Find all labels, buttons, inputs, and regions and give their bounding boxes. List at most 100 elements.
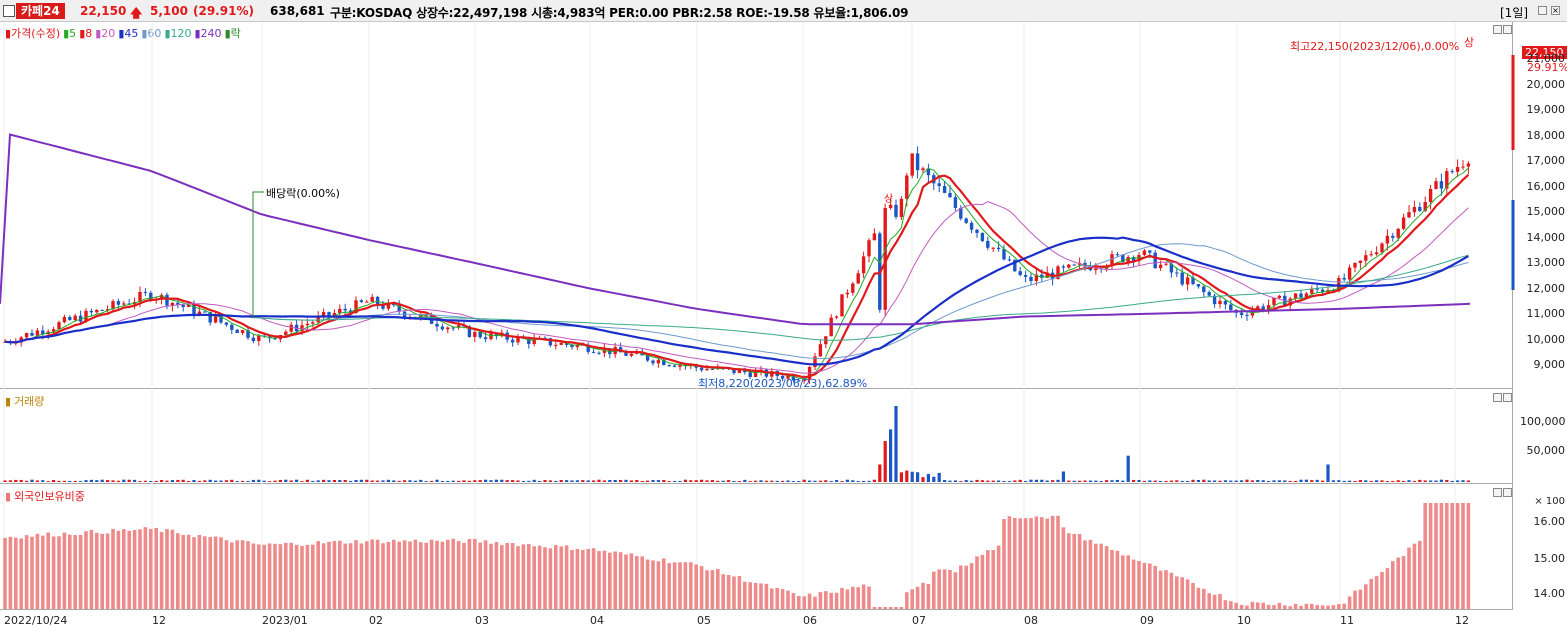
foreign-ratio-bar <box>905 592 909 609</box>
foreign-ratio-bar <box>727 575 731 609</box>
foreign-ratio-bar <box>1467 503 1471 609</box>
foreign-ratio-bar <box>1342 604 1346 609</box>
candle-body <box>122 303 125 304</box>
candle-body <box>700 368 703 370</box>
foreign-ratio-bar <box>1099 544 1103 609</box>
foreign-ratio-bar <box>1056 516 1060 609</box>
foreign-ratio-bar <box>608 553 612 609</box>
foreign-ratio-bar <box>689 562 693 609</box>
foreign-ratio-bar <box>522 544 526 609</box>
volume-bar <box>138 481 141 482</box>
foreign-ratio-bar <box>883 607 887 609</box>
foreign-ratio-bar <box>1132 560 1136 609</box>
volume-bar <box>1116 480 1119 482</box>
volume-bar <box>781 481 784 482</box>
volume-bar <box>894 406 897 482</box>
foreign-ratio-bar <box>144 527 148 609</box>
volume-bar <box>905 471 908 482</box>
volume-bar <box>565 480 568 482</box>
foreign-ratio-bar <box>873 607 877 609</box>
foreign-ratio-bar <box>532 546 536 609</box>
foreign-ratio-bar <box>900 607 904 609</box>
foreign-ratio-bar <box>1364 584 1368 609</box>
volume-bar <box>68 481 71 482</box>
volume-bar <box>651 480 654 482</box>
volume-bar <box>1170 481 1173 482</box>
volume-bar <box>300 481 303 482</box>
candle-body <box>338 309 341 313</box>
foreign-ratio-bar <box>1272 605 1276 609</box>
foreign-ratio-bar <box>1288 606 1292 609</box>
foreign-ratio-bar <box>516 546 520 609</box>
volume-bar <box>1278 480 1281 482</box>
volume-bar <box>662 480 665 482</box>
volume-bar <box>495 480 498 482</box>
volume-bar <box>344 480 347 482</box>
volume-bar <box>1451 481 1454 482</box>
candle-body <box>894 205 897 217</box>
volume-bar <box>1105 480 1108 482</box>
foreign-ratio-bar <box>111 529 115 609</box>
candle-body <box>1148 251 1151 253</box>
foreign-ratio-bar <box>1429 503 1433 609</box>
candle-body <box>1181 273 1184 285</box>
foreign-ratio-bar <box>1283 605 1287 609</box>
volume-bar <box>101 480 104 482</box>
foreign-ratio-bar <box>30 537 34 609</box>
foreign-ratio-bar <box>981 555 985 609</box>
volume-bar <box>1440 480 1443 482</box>
foreign-ratio-bar <box>360 543 364 609</box>
foreign-ratio-bar <box>1445 503 1449 609</box>
foreign-ratio-bar <box>1461 503 1465 609</box>
candle-body <box>1197 284 1200 286</box>
candle-body <box>241 330 244 333</box>
volume-bar <box>500 480 503 482</box>
volume-bar <box>398 481 401 482</box>
volume-bar <box>452 481 455 482</box>
foreign-ratio-bar <box>79 535 83 609</box>
volume-bar <box>970 481 973 482</box>
volume-bar <box>214 481 217 482</box>
foreign-ratio-bar <box>1224 600 1228 609</box>
foreign-ratio-bar <box>316 541 320 609</box>
candle-body <box>1008 259 1011 260</box>
foreign-ratio-bar <box>343 544 347 609</box>
volume-bar <box>1251 480 1254 482</box>
candle-body <box>446 328 449 330</box>
volume-bar <box>230 480 233 482</box>
volume-bar <box>1164 481 1167 482</box>
volume-bar <box>986 481 989 482</box>
volume-bar <box>1407 480 1410 482</box>
foreign-ratio-bar <box>219 537 223 609</box>
foreign-ratio-bar <box>1072 534 1076 609</box>
volume-bar <box>700 480 703 482</box>
candle-body <box>479 332 482 337</box>
volume-bar <box>538 481 541 482</box>
foreign-ratio-bar <box>1402 556 1406 609</box>
candle-body <box>284 332 287 335</box>
foreign-ratio-bar <box>457 541 461 609</box>
foreign-ratio-bar <box>835 593 839 609</box>
foreign-ratio-bar <box>630 553 634 609</box>
foreign-ratio-bar <box>289 543 293 609</box>
foreign-ratio-bar <box>1035 516 1039 609</box>
foreign-ratio-bar <box>46 533 50 609</box>
foreign-ratio-bar <box>1191 583 1195 609</box>
foreign-ratio-bar <box>68 535 72 609</box>
volume-bar <box>678 481 681 482</box>
foreign-ratio-bar <box>1197 588 1201 609</box>
volume-bar <box>209 480 212 482</box>
foreign-ratio-bar <box>613 552 617 609</box>
candle-body <box>651 361 654 364</box>
volume-bar <box>1321 481 1324 482</box>
volume-bar <box>889 429 892 482</box>
foreign-ratio-bar <box>73 535 77 609</box>
foreign-ratio-bar <box>802 596 806 609</box>
candle-body <box>1116 254 1119 255</box>
foreign-ratio-bar <box>808 594 812 609</box>
volume-bar <box>246 481 249 482</box>
candle-body <box>1143 251 1146 255</box>
foreign-ratio-bar <box>1089 540 1093 609</box>
foreign-ratio-bar <box>943 569 947 609</box>
